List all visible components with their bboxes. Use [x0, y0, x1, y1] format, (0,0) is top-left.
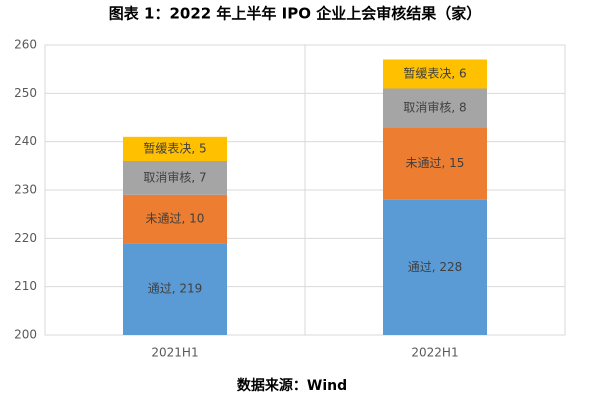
data-label: 取消审核, 7	[143, 169, 206, 184]
data-label: 暂缓表决, 6	[403, 67, 466, 81]
bar-segment	[383, 199, 487, 335]
data-label: 通过, 228	[408, 260, 463, 274]
x-tick-label: 2022H1	[411, 346, 458, 360]
chart-title: 图表 1：2022 年上半年 IPO 企业上会审核结果（家）	[109, 5, 481, 23]
source-note: 数据来源：Wind	[237, 377, 347, 394]
bar-segment	[383, 59, 487, 89]
y-tick-label: 220	[14, 231, 37, 245]
x-tick-label: 2021H1	[151, 346, 198, 360]
bar-segment	[383, 88, 487, 128]
bar-segment	[123, 161, 227, 195]
data-label: 取消审核, 8	[403, 99, 466, 114]
bar-segment	[123, 243, 227, 335]
y-tick-label: 230	[14, 183, 37, 197]
data-label: 通过, 219	[148, 282, 203, 296]
y-tick-label: 200	[14, 328, 37, 342]
bar-segment	[123, 136, 227, 161]
data-label: 未通过, 15	[406, 156, 465, 170]
data-label: 未通过, 10	[146, 212, 205, 226]
y-tick-label: 250	[14, 86, 37, 100]
bar-segment	[383, 127, 487, 200]
y-tick-label: 240	[14, 134, 37, 148]
data-label: 暂缓表决, 5	[143, 141, 206, 155]
y-tick-label: 210	[14, 279, 37, 293]
y-tick-label: 260	[14, 38, 37, 52]
bar-segment	[123, 194, 227, 244]
